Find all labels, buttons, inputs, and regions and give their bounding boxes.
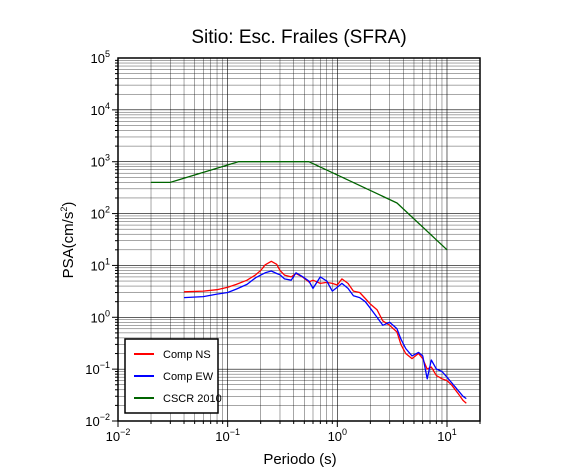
y-tick-label: 104 <box>91 101 110 118</box>
legend-label: Comp EW <box>163 371 214 383</box>
x-tick-label: 100 <box>328 427 347 444</box>
ticks <box>112 59 481 427</box>
series-line-1 <box>183 270 467 400</box>
y-tick-label: 103 <box>91 153 110 170</box>
x-tick-label: 10−1 <box>215 427 240 444</box>
y-tick-label: 101 <box>91 256 110 273</box>
x-tick-labels: 10−2 10−1 100 101 <box>106 427 457 444</box>
series-layer <box>151 161 467 404</box>
legend-label: Comp NS <box>163 349 211 361</box>
y-tick-label: 102 <box>91 205 110 222</box>
x-tick-label: 10−2 <box>106 427 131 444</box>
chart-title: Sitio: Esc. Frailes (SFRA) <box>191 27 406 48</box>
series-line-0 <box>183 260 467 404</box>
x-axis-label: Periodo (s) <box>263 451 336 468</box>
y-axis-label-exponent: 2 <box>59 207 69 212</box>
y-tick-label: 10−1 <box>85 360 110 377</box>
x-tick-label: 101 <box>437 427 456 444</box>
legend-label: CSCR 2010 <box>163 393 222 405</box>
y-tick-label: 10−2 <box>85 412 110 429</box>
y-axis-label-main: PSA(cm/s <box>60 212 77 279</box>
series-line-2 <box>151 161 448 251</box>
y-axis-label: PSA(cm/s2) <box>59 202 77 279</box>
y-tick-label: 105 <box>91 49 110 66</box>
plot-frame <box>117 57 481 422</box>
y-tick-label: 100 <box>91 308 110 325</box>
y-tick-labels: 10−2 10−1 100 101 102 103 104 105 <box>85 49 110 429</box>
legend: Comp NS Comp EW CSCR 2010 <box>124 338 222 414</box>
y-axis-label-close: ) <box>60 202 77 207</box>
